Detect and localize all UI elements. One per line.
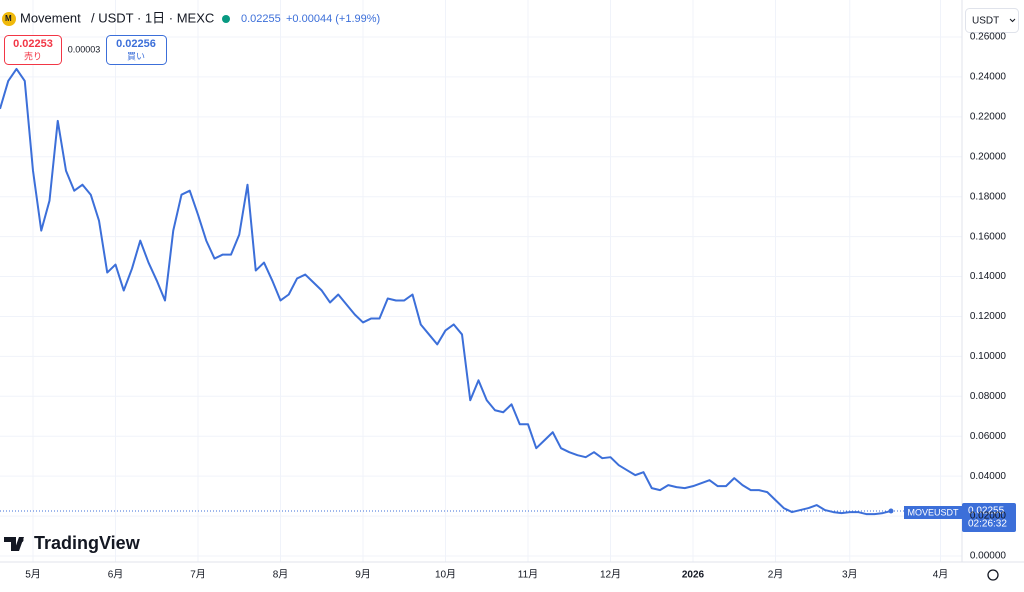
buy-button[interactable] [106, 35, 167, 65]
sell-button[interactable] [4, 35, 62, 65]
price-tag-price: 0.02255 [968, 506, 1005, 517]
buy-price: 0.02256 [116, 38, 156, 50]
y-tick-label: 0.18000 [970, 191, 1007, 202]
x-tick-label: 2026 [682, 570, 705, 581]
currency: USDT [972, 16, 999, 27]
y-tick-label: 0.16000 [970, 231, 1007, 242]
x-tick-label: 8月 [273, 569, 289, 581]
x-tick-label: 4月 [933, 569, 949, 581]
y-tick-label: 0.00000 [970, 551, 1007, 562]
last-price-dot [888, 508, 894, 514]
y-tick-label: 0.06000 [970, 431, 1007, 442]
countdown: 02:26:32 [968, 519, 1007, 530]
symbol-logo [2, 12, 16, 26]
sell-price: 0.02253 [13, 38, 53, 50]
y-tick-label: 0.14000 [970, 271, 1007, 282]
ticker: MOVEUSDT [907, 507, 959, 517]
plot [0, 67, 962, 516]
x-tick-label: 6月 [108, 569, 124, 581]
x-tick-label: 10月 [435, 569, 456, 581]
ticker-tag [904, 506, 962, 519]
price-change: +0.00044 (+1.99%) [286, 13, 380, 25]
grid [0, 0, 962, 562]
chevron [1009, 18, 1016, 23]
y-tick-label: 0.22000 [970, 111, 1007, 122]
y-tick-label: 0.02000 [970, 511, 1007, 522]
y-tick-label: 0.24000 [970, 72, 1007, 83]
last-price: 0.02255 [241, 13, 281, 25]
sell-label: 売り [24, 50, 42, 61]
pair: / USDT · 1日 · MEXC [91, 10, 214, 25]
currency-select[interactable] [965, 8, 1019, 33]
x-tick-label: 5月 [25, 569, 41, 581]
x-tick-label: 11月 [518, 569, 538, 581]
spread: 0.00003 [68, 44, 101, 54]
y-tick-label: 0.26000 [970, 32, 1007, 43]
x-tick-label: 12月 [600, 569, 621, 581]
logo-mark [18, 537, 24, 543]
x-tick-label: 9月 [355, 569, 371, 581]
x-tick-label: 2月 [768, 569, 784, 581]
y-tick-label: 0.12000 [970, 311, 1007, 322]
price-tag [962, 503, 1016, 532]
settings-icon[interactable] [987, 569, 999, 581]
y-tick-label: 0.08000 [970, 391, 1007, 402]
status-dot [222, 15, 230, 23]
logo: TradingView [34, 533, 141, 553]
buy-label: 買い [127, 51, 145, 61]
y-tick-label: 0.20000 [970, 151, 1007, 162]
y-tick-label: 0.10000 [970, 351, 1007, 362]
price-line [0, 67, 892, 516]
symbol[interactable]: Movement [20, 10, 81, 25]
y-tick-label: 0.04000 [970, 471, 1007, 482]
x-tick-label: 7月 [190, 569, 206, 581]
symbol-logo-mark: M [5, 14, 12, 23]
x-tick-label: 3月 [842, 569, 858, 581]
